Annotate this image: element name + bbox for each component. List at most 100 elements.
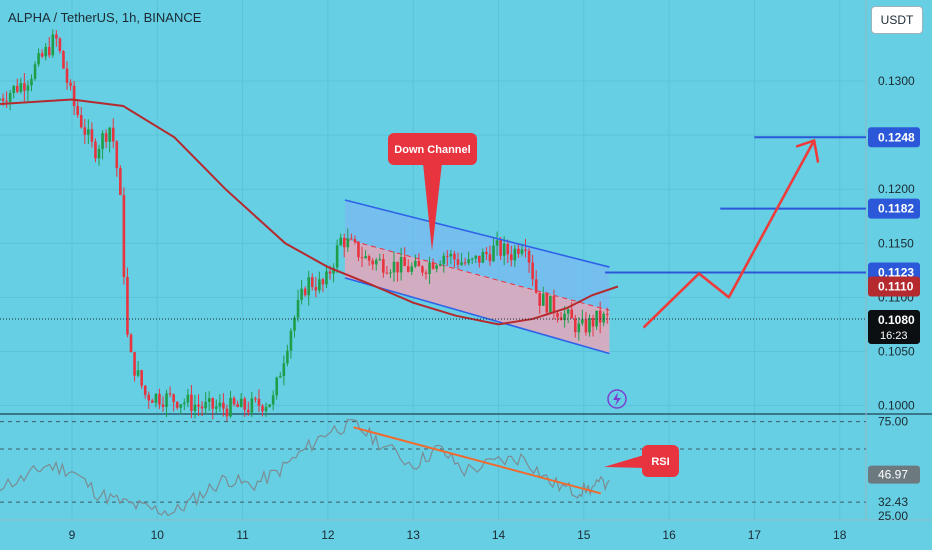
candle-body (126, 277, 129, 335)
candle-body (328, 271, 332, 274)
lightning-icon-bolt (613, 392, 621, 406)
candles (0, 29, 609, 422)
candle-body (549, 295, 552, 313)
rsi-line (0, 419, 610, 517)
candle-body (581, 319, 584, 324)
candle-body (410, 266, 414, 272)
channel-lower-line (344, 277, 610, 355)
candle-body (552, 295, 556, 313)
time-tick-label: 18 (833, 528, 847, 542)
annotation-pointer (423, 163, 442, 251)
rsi-callout (642, 445, 679, 477)
candle-body (296, 299, 300, 318)
candle-body (239, 398, 243, 408)
candle-body (62, 51, 65, 69)
candle-body (556, 312, 559, 318)
candle-body (140, 370, 143, 386)
candle-body (339, 237, 342, 246)
chart-title: ALPHA / TetherUS, 1h, BINANCE (8, 10, 202, 25)
price-tick-label: 0.1200 (878, 182, 915, 196)
candle-body (335, 245, 339, 268)
candle-body (357, 241, 360, 258)
candle-body (278, 376, 282, 378)
candle-body (261, 405, 264, 412)
price-tick-label: 0.1300 (878, 74, 915, 88)
time-tick-label: 13 (407, 528, 421, 542)
candle-body (488, 254, 492, 262)
candle-body (456, 259, 460, 265)
candle-body (588, 318, 591, 333)
candle-body (222, 402, 225, 409)
candle-body (566, 309, 570, 314)
candle-body (573, 318, 577, 333)
candle-body (154, 393, 158, 403)
candle-body (332, 267, 335, 274)
candle-body (246, 409, 250, 413)
candle-body (293, 317, 296, 331)
price-tick-label: 0.1050 (878, 344, 915, 358)
candle-body (190, 394, 193, 411)
candle-body (161, 404, 165, 408)
candle-body (538, 292, 542, 306)
candle-body (492, 245, 495, 262)
candle-body (23, 83, 26, 91)
candle-body (197, 404, 200, 407)
candle-body (218, 402, 222, 407)
time-tick-label: 11 (236, 528, 249, 542)
candle-body (534, 279, 538, 293)
candle-body (435, 265, 438, 269)
candle-body (424, 272, 428, 274)
candle-body (289, 330, 293, 351)
currency-button[interactable]: USDT (871, 6, 923, 34)
candle-body (513, 248, 517, 261)
candle-body (417, 260, 421, 267)
candle-body (442, 255, 446, 264)
candle-body (509, 254, 513, 261)
moving-average-line (0, 98, 619, 326)
time-tick-label: 12 (321, 528, 335, 542)
candle-body (460, 262, 463, 265)
candle-body (175, 401, 179, 408)
candle-body (147, 394, 151, 401)
lightning-icon (607, 389, 627, 409)
candle-body (211, 398, 215, 409)
candle-body (87, 129, 90, 135)
candle-body (79, 115, 83, 128)
candle-body (122, 195, 126, 278)
candle-body (307, 277, 311, 296)
candle-body (264, 406, 268, 412)
candle-body (186, 394, 190, 403)
rsi-callout-label: RSI (651, 456, 669, 468)
candle-body (463, 262, 467, 264)
candle-body (108, 127, 111, 142)
candle-body (268, 404, 271, 407)
candle-body (236, 404, 239, 408)
candle-body (321, 279, 325, 285)
candle-body (478, 255, 481, 263)
rsi-value-label: 46.97 (878, 468, 908, 482)
candle-body (563, 313, 566, 321)
candle-body (584, 319, 588, 333)
candle-body (467, 259, 470, 264)
candle-body (129, 334, 133, 353)
rsi-tick-label: 32.43 (878, 495, 908, 509)
candle-body (506, 243, 510, 255)
candle-body (193, 404, 197, 411)
candle-body (438, 263, 442, 266)
candle-body (115, 141, 119, 169)
candle-body (360, 257, 364, 259)
candle-body (485, 251, 488, 255)
candle-body (207, 398, 211, 403)
candle-body (541, 293, 545, 306)
level-price-tag (868, 198, 920, 219)
projection-arrowhead (795, 138, 820, 163)
candle-body (83, 127, 87, 135)
current-price-tag (868, 309, 920, 344)
candle-body (72, 85, 76, 107)
candle-body (300, 288, 303, 300)
candle-body (183, 402, 186, 405)
candle-body (158, 393, 161, 405)
candle-body (310, 277, 314, 288)
